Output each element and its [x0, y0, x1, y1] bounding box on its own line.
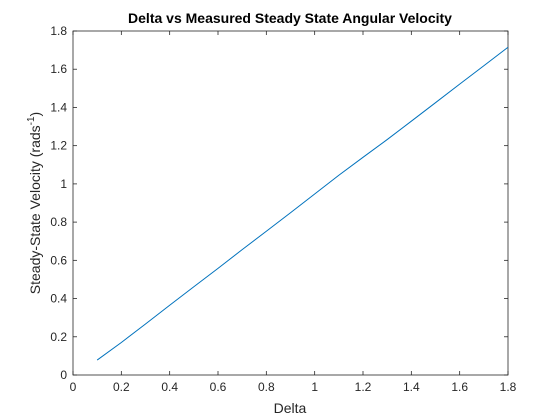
x-tick-label: 0.4 [161, 380, 178, 394]
axes-box [72, 30, 509, 376]
y-axis-label-close: ) [27, 112, 43, 117]
x-tick-label: 0.2 [113, 380, 130, 394]
y-tick-label: 0.2 [50, 330, 67, 344]
x-tick-label: 1 [311, 380, 318, 394]
y-axis-ticks: 0 0.2 0.4 0.6 0.8 1 1.2 1.4 1.6 1.8 [50, 24, 508, 382]
x-tick-label: 0 [70, 380, 77, 394]
y-tick-label: 0 [60, 368, 67, 382]
y-tick-label: 0.4 [50, 292, 67, 306]
y-axis-label-main: Steady-State Velocity (rads [27, 125, 43, 294]
x-tick-label: 1.2 [355, 380, 372, 394]
x-tick-label: 1.6 [451, 380, 468, 394]
chart-title: Delta vs Measured Steady State Angular V… [128, 10, 452, 26]
y-tick-label: 1.4 [50, 100, 67, 114]
y-tick-label: 1.6 [50, 62, 67, 76]
x-axis-label: Delta [274, 400, 307, 416]
y-tick-label: 1 [60, 177, 67, 191]
y-tick-label: 1.2 [50, 139, 67, 153]
x-axis-ticks: 0 0.2 0.4 0.6 0.8 1 1.2 1.4 1.6 1.8 [70, 31, 517, 394]
y-axis-label-superscript: -1 [26, 116, 37, 125]
x-tick-label: 1.8 [500, 380, 517, 394]
series-line [96, 46, 509, 361]
plot-area: 0 0.2 0.4 0.6 0.8 1 1.2 1.4 1.6 1.8 0 0.2 0.4 0.6 0.8… [50, 24, 516, 394]
y-axis-label: Steady-State Velocity (rads-1) [26, 112, 43, 294]
x-tick-label: 0.6 [210, 380, 227, 394]
y-tick-label: 0.6 [50, 253, 67, 267]
x-tick-label: 1.4 [403, 380, 420, 394]
y-tick-label: 0.8 [50, 215, 67, 229]
y-tick-label: 1.8 [50, 24, 67, 38]
x-tick-label: 0.8 [258, 380, 275, 394]
